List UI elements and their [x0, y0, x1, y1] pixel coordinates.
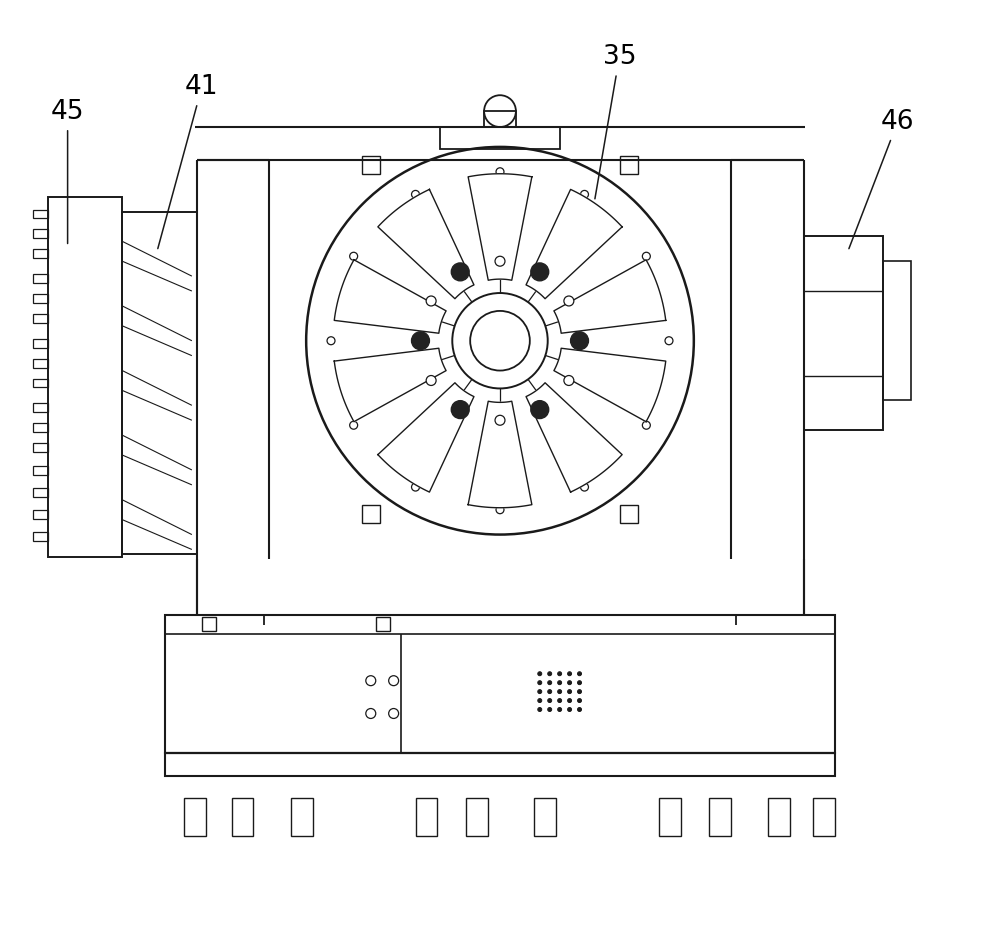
Circle shape [548, 671, 552, 676]
Circle shape [558, 681, 562, 684]
Circle shape [578, 681, 582, 684]
Circle shape [578, 698, 582, 703]
Bar [883, 261, 911, 400]
Circle shape [564, 376, 574, 385]
Bar [620, 505, 638, 522]
Circle shape [451, 263, 469, 281]
Circle shape [548, 690, 552, 694]
Bar [620, 156, 638, 174]
Bar [768, 798, 790, 836]
Bar [48, 196, 122, 557]
Bar [33, 404, 48, 412]
Polygon shape [526, 382, 622, 492]
Bar [33, 423, 48, 432]
Polygon shape [468, 174, 532, 281]
Bar [440, 127, 560, 149]
Circle shape [568, 698, 572, 703]
Polygon shape [378, 382, 474, 492]
Circle shape [564, 296, 574, 306]
Bar [33, 444, 48, 452]
Bar [33, 339, 48, 347]
Circle shape [531, 263, 549, 281]
Circle shape [558, 690, 562, 694]
Bar [362, 505, 380, 522]
Circle shape [568, 707, 572, 711]
Bar [122, 211, 197, 555]
Bar [33, 488, 48, 496]
Circle shape [538, 698, 542, 703]
Bar [232, 798, 253, 836]
Text: 35: 35 [595, 44, 636, 199]
Circle shape [412, 332, 429, 350]
Bar [33, 230, 48, 238]
Polygon shape [468, 401, 532, 507]
Polygon shape [334, 260, 446, 333]
Polygon shape [334, 348, 446, 421]
Bar [709, 798, 731, 836]
Bar [291, 798, 313, 836]
Bar [376, 617, 390, 631]
Bar [484, 111, 516, 127]
Circle shape [558, 671, 562, 676]
Bar [165, 753, 835, 776]
Circle shape [451, 401, 469, 419]
Bar [184, 798, 206, 836]
Bar [33, 466, 48, 475]
Circle shape [548, 698, 552, 703]
Bar [416, 798, 437, 836]
Circle shape [568, 671, 572, 676]
Circle shape [571, 332, 588, 350]
Circle shape [495, 415, 505, 425]
Bar [33, 274, 48, 283]
Polygon shape [554, 260, 666, 333]
Circle shape [538, 707, 542, 711]
Circle shape [558, 707, 562, 711]
Circle shape [568, 681, 572, 684]
Circle shape [548, 681, 552, 684]
Bar [33, 509, 48, 519]
Bar [202, 617, 216, 631]
Circle shape [558, 698, 562, 703]
Text: 45: 45 [51, 99, 84, 244]
Bar [33, 209, 48, 219]
Circle shape [531, 401, 549, 419]
Bar [33, 294, 48, 303]
Circle shape [568, 690, 572, 694]
Polygon shape [378, 190, 474, 299]
Bar [534, 798, 556, 836]
Circle shape [495, 257, 505, 266]
Circle shape [578, 671, 582, 676]
Circle shape [538, 671, 542, 676]
Circle shape [426, 376, 436, 385]
Bar [466, 798, 488, 836]
Bar [33, 532, 48, 541]
Bar [362, 156, 380, 174]
Bar [659, 798, 681, 836]
Circle shape [538, 690, 542, 694]
Circle shape [578, 707, 582, 711]
Circle shape [538, 681, 542, 684]
Circle shape [548, 707, 552, 711]
Bar [33, 314, 48, 323]
Bar [813, 798, 835, 836]
Circle shape [426, 296, 436, 306]
Circle shape [578, 690, 582, 694]
Bar [33, 358, 48, 368]
Bar [804, 236, 883, 431]
Bar [33, 249, 48, 258]
Bar [33, 379, 48, 387]
Text: 41: 41 [158, 74, 219, 248]
Polygon shape [554, 348, 666, 421]
Text: 46: 46 [849, 109, 914, 249]
Bar [165, 615, 835, 753]
Polygon shape [526, 190, 622, 299]
